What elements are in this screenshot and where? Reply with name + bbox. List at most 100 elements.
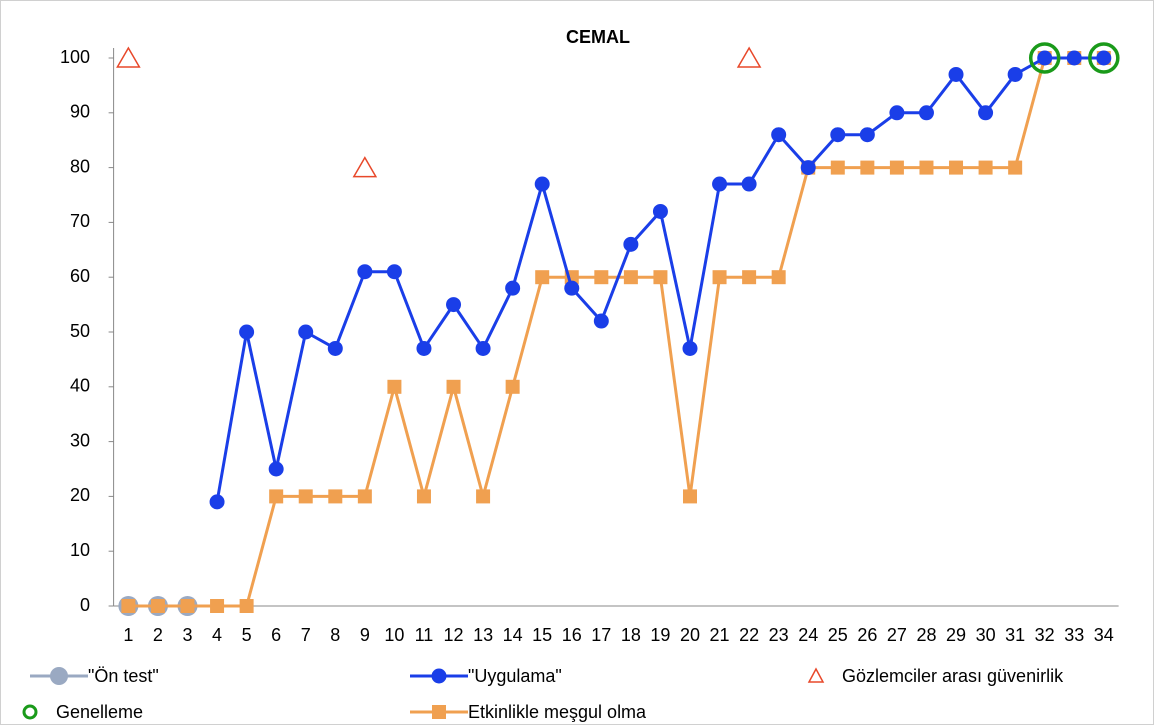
x-tick-label: 23 (769, 625, 789, 645)
data-point (682, 489, 697, 504)
data-point (298, 324, 314, 340)
data-point (742, 270, 757, 285)
data-point (712, 176, 728, 192)
data-point (653, 270, 668, 285)
x-tick-label: 24 (798, 625, 818, 645)
data-point (1008, 160, 1023, 175)
data-point (239, 599, 254, 613)
data-point (209, 494, 225, 510)
data-point (476, 489, 491, 504)
legend-marker (432, 705, 446, 719)
legend-label: "Uygulama" (468, 666, 562, 686)
legend-label: Etkinlikle meşgul olma (468, 702, 647, 722)
data-point (534, 176, 550, 192)
x-tick-label: 30 (976, 625, 996, 645)
y-tick-label: 20 (70, 485, 90, 505)
x-tick-label: 3 (182, 625, 192, 645)
data-point (623, 236, 639, 252)
data-point (771, 127, 787, 143)
chart-title: CEMAL (566, 27, 630, 47)
x-tick-label: 28 (916, 625, 936, 645)
data-point (593, 313, 609, 329)
x-tick-label: 2 (153, 625, 163, 645)
y-tick-label: 40 (70, 376, 90, 396)
data-point (949, 160, 964, 175)
x-tick-label: 11 (415, 625, 434, 645)
data-point (652, 203, 668, 219)
data-point (505, 379, 520, 394)
data-point (535, 270, 550, 285)
data-point (830, 127, 846, 143)
data-point (180, 599, 195, 613)
y-tick-label: 30 (70, 430, 90, 450)
data-point (386, 264, 402, 280)
data-point (328, 489, 343, 504)
x-tick-label: 18 (621, 625, 641, 645)
data-point (150, 599, 165, 613)
x-tick-label: 1 (123, 625, 133, 645)
data-point (736, 46, 762, 68)
x-tick-label: 20 (680, 625, 700, 645)
x-tick-label: 27 (887, 625, 907, 645)
x-tick-label: 16 (562, 625, 582, 645)
x-tick-label: 6 (271, 625, 281, 645)
x-tick-label: 32 (1035, 625, 1055, 645)
x-tick-label: 26 (857, 625, 877, 645)
data-point (1007, 66, 1023, 82)
data-point (1096, 50, 1112, 66)
y-tick-label: 60 (70, 266, 90, 286)
legend-label: "Ön test" (88, 666, 159, 686)
y-tick-label: 10 (70, 540, 90, 560)
data-point (1037, 50, 1053, 66)
data-point (594, 270, 609, 285)
series-line (128, 56, 1104, 608)
data-point (800, 160, 816, 176)
y-tick-label: 90 (70, 102, 90, 122)
data-point (239, 324, 255, 340)
x-tick-label: 12 (444, 625, 464, 645)
data-point (1088, 42, 1120, 74)
x-tick-label: 22 (739, 625, 759, 645)
x-tick-label: 29 (946, 625, 966, 645)
data-point (771, 270, 786, 285)
data-point (1066, 50, 1082, 66)
data-point (623, 270, 638, 285)
data-point (116, 46, 141, 68)
legend-marker (431, 668, 447, 684)
data-point (918, 105, 934, 121)
data-point (889, 105, 905, 121)
x-tick-label: 13 (473, 625, 493, 645)
data-point (830, 160, 845, 175)
x-tick-label: 25 (828, 625, 848, 645)
x-tick-label: 5 (242, 625, 252, 645)
data-point (269, 489, 284, 504)
x-tick-label: 14 (503, 625, 523, 645)
y-tick-label: 0 (80, 595, 90, 615)
x-tick-label: 33 (1064, 625, 1084, 645)
data-point (416, 489, 431, 504)
data-point (978, 160, 993, 175)
legend-marker (50, 667, 68, 685)
y-tick-label: 80 (70, 156, 90, 176)
data-point (1028, 42, 1061, 74)
y-tick-label: 100 (60, 47, 90, 67)
x-tick-label: 34 (1094, 625, 1114, 645)
x-tick-label: 19 (650, 625, 670, 645)
data-point (387, 379, 402, 394)
x-tick-label: 7 (301, 625, 311, 645)
x-tick-label: 4 (212, 625, 222, 645)
data-point (446, 379, 461, 394)
data-point (978, 105, 994, 121)
legend-marker (22, 704, 38, 720)
data-point (919, 160, 934, 175)
legend-label: Gözlemciler arası güvenirlik (842, 666, 1064, 686)
data-point (352, 156, 378, 178)
data-point (741, 176, 757, 192)
x-tick-label: 10 (384, 625, 404, 645)
x-tick-label: 21 (710, 625, 730, 645)
data-point (357, 489, 372, 504)
data-point (268, 461, 284, 477)
x-tick-label: 15 (532, 625, 552, 645)
data-point (564, 280, 580, 296)
